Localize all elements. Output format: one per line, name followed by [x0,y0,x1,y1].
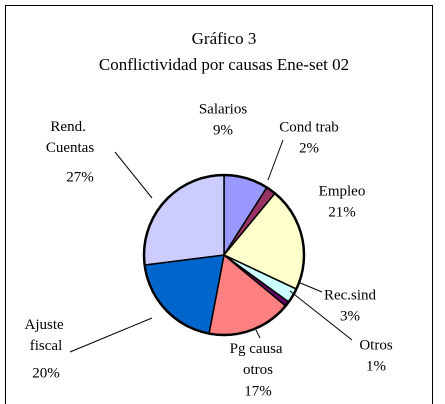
slice-value-label: 20% [32,365,60,381]
slice-label: Cond trab [279,119,339,135]
slice-value-label: 17% [244,383,272,399]
leader-line [289,290,353,341]
slice-label: Rend. Cuentas [46,119,94,156]
frame [5,5,433,404]
slice-label: Empleo [319,183,366,199]
leader-line [297,281,323,293]
leader-line [69,317,153,353]
slice-value-label: 27% [66,169,94,185]
slice-value-label: 9% [213,122,233,138]
slice-value-label: 21% [328,204,356,220]
slice-value-label: 1% [366,358,386,374]
leader-line [255,329,261,339]
chart-title: Gráfico 3 [192,29,257,48]
slice-value-label: 2% [299,140,319,156]
pie-outline [142,173,306,337]
slice-label: Ajuste fiscal [25,317,68,354]
chart-subtitle: Conflictividad por causas Ene-set 02 [99,55,349,74]
slice-label: Salarios [199,101,247,117]
leader-line [114,151,153,199]
pie-slice [143,174,225,266]
leader-line [267,139,284,181]
slice-label: Pg causa otros [230,341,287,378]
slice-label: Otros [359,337,392,353]
slice-label: Rec.sind [324,287,377,303]
slice-value-label: 3% [340,308,360,324]
